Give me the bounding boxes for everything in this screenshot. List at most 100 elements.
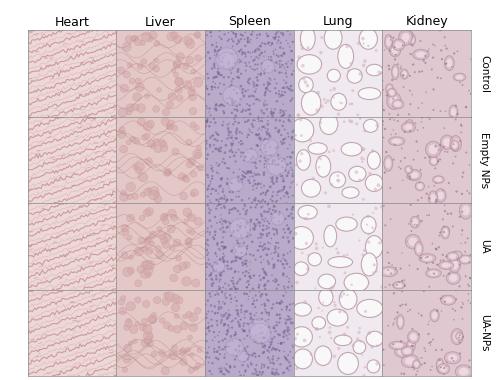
Point (243, 351, 251, 357)
Point (291, 336, 299, 342)
Point (380, 347, 388, 353)
Point (271, 209, 279, 215)
Point (242, 154, 250, 160)
Circle shape (128, 268, 134, 274)
Point (288, 342, 296, 348)
Point (264, 200, 272, 206)
Point (250, 320, 258, 326)
Point (227, 333, 235, 339)
Point (234, 310, 241, 316)
Point (466, 162, 473, 168)
Point (462, 104, 470, 110)
Ellipse shape (358, 88, 380, 100)
Circle shape (142, 135, 148, 140)
Point (423, 212, 431, 218)
Circle shape (153, 106, 160, 112)
Point (236, 59, 244, 65)
Point (225, 312, 233, 318)
Circle shape (135, 78, 141, 84)
Circle shape (180, 322, 188, 329)
Point (214, 283, 222, 290)
Point (288, 211, 296, 217)
Ellipse shape (416, 244, 422, 253)
Point (408, 62, 416, 68)
Point (258, 302, 266, 308)
Ellipse shape (440, 135, 454, 149)
Circle shape (182, 277, 191, 286)
Point (246, 352, 254, 358)
Point (280, 140, 288, 146)
Ellipse shape (444, 56, 454, 71)
Point (204, 237, 212, 243)
Circle shape (118, 299, 124, 305)
Point (222, 200, 230, 206)
Point (234, 37, 242, 43)
Point (207, 302, 215, 309)
Point (210, 61, 218, 67)
Circle shape (190, 353, 194, 357)
Ellipse shape (384, 35, 392, 49)
Point (231, 258, 239, 264)
Point (202, 331, 210, 337)
Point (203, 119, 211, 125)
Ellipse shape (406, 339, 416, 352)
Point (228, 149, 236, 155)
Point (414, 105, 422, 111)
Point (364, 43, 372, 49)
Point (466, 190, 473, 196)
Point (246, 174, 254, 180)
Point (234, 108, 241, 114)
Point (220, 312, 228, 318)
Point (231, 119, 239, 125)
Point (272, 249, 280, 255)
Point (230, 116, 238, 122)
Point (268, 356, 276, 362)
Point (231, 247, 239, 253)
Point (261, 343, 269, 349)
Point (274, 152, 282, 158)
Point (272, 90, 280, 96)
Point (452, 296, 460, 302)
Point (246, 288, 254, 294)
Point (252, 370, 260, 377)
Point (406, 202, 414, 208)
Circle shape (154, 145, 162, 153)
Point (238, 176, 246, 182)
Point (286, 301, 294, 307)
Point (422, 60, 430, 66)
Point (286, 264, 294, 270)
Ellipse shape (386, 38, 391, 46)
Point (370, 210, 378, 216)
Point (244, 230, 252, 236)
Ellipse shape (409, 174, 416, 179)
Point (279, 32, 287, 38)
Circle shape (190, 171, 197, 177)
Point (212, 188, 220, 194)
Point (222, 310, 230, 316)
Point (262, 90, 270, 96)
Point (252, 195, 260, 201)
Point (344, 252, 351, 258)
Circle shape (146, 333, 154, 340)
Point (241, 258, 249, 264)
Point (245, 81, 253, 87)
Point (239, 270, 247, 276)
Point (236, 323, 244, 329)
Point (247, 170, 255, 176)
Point (246, 64, 254, 70)
Point (280, 271, 288, 277)
Ellipse shape (392, 39, 405, 51)
Point (373, 361, 381, 367)
Point (275, 218, 283, 225)
Ellipse shape (405, 120, 414, 131)
Point (218, 205, 226, 211)
Point (237, 47, 245, 53)
Point (206, 368, 214, 374)
Point (237, 109, 245, 115)
Point (274, 40, 281, 46)
Circle shape (176, 255, 182, 261)
Point (210, 75, 218, 81)
Point (429, 55, 437, 61)
Point (228, 206, 236, 212)
Point (231, 332, 239, 338)
